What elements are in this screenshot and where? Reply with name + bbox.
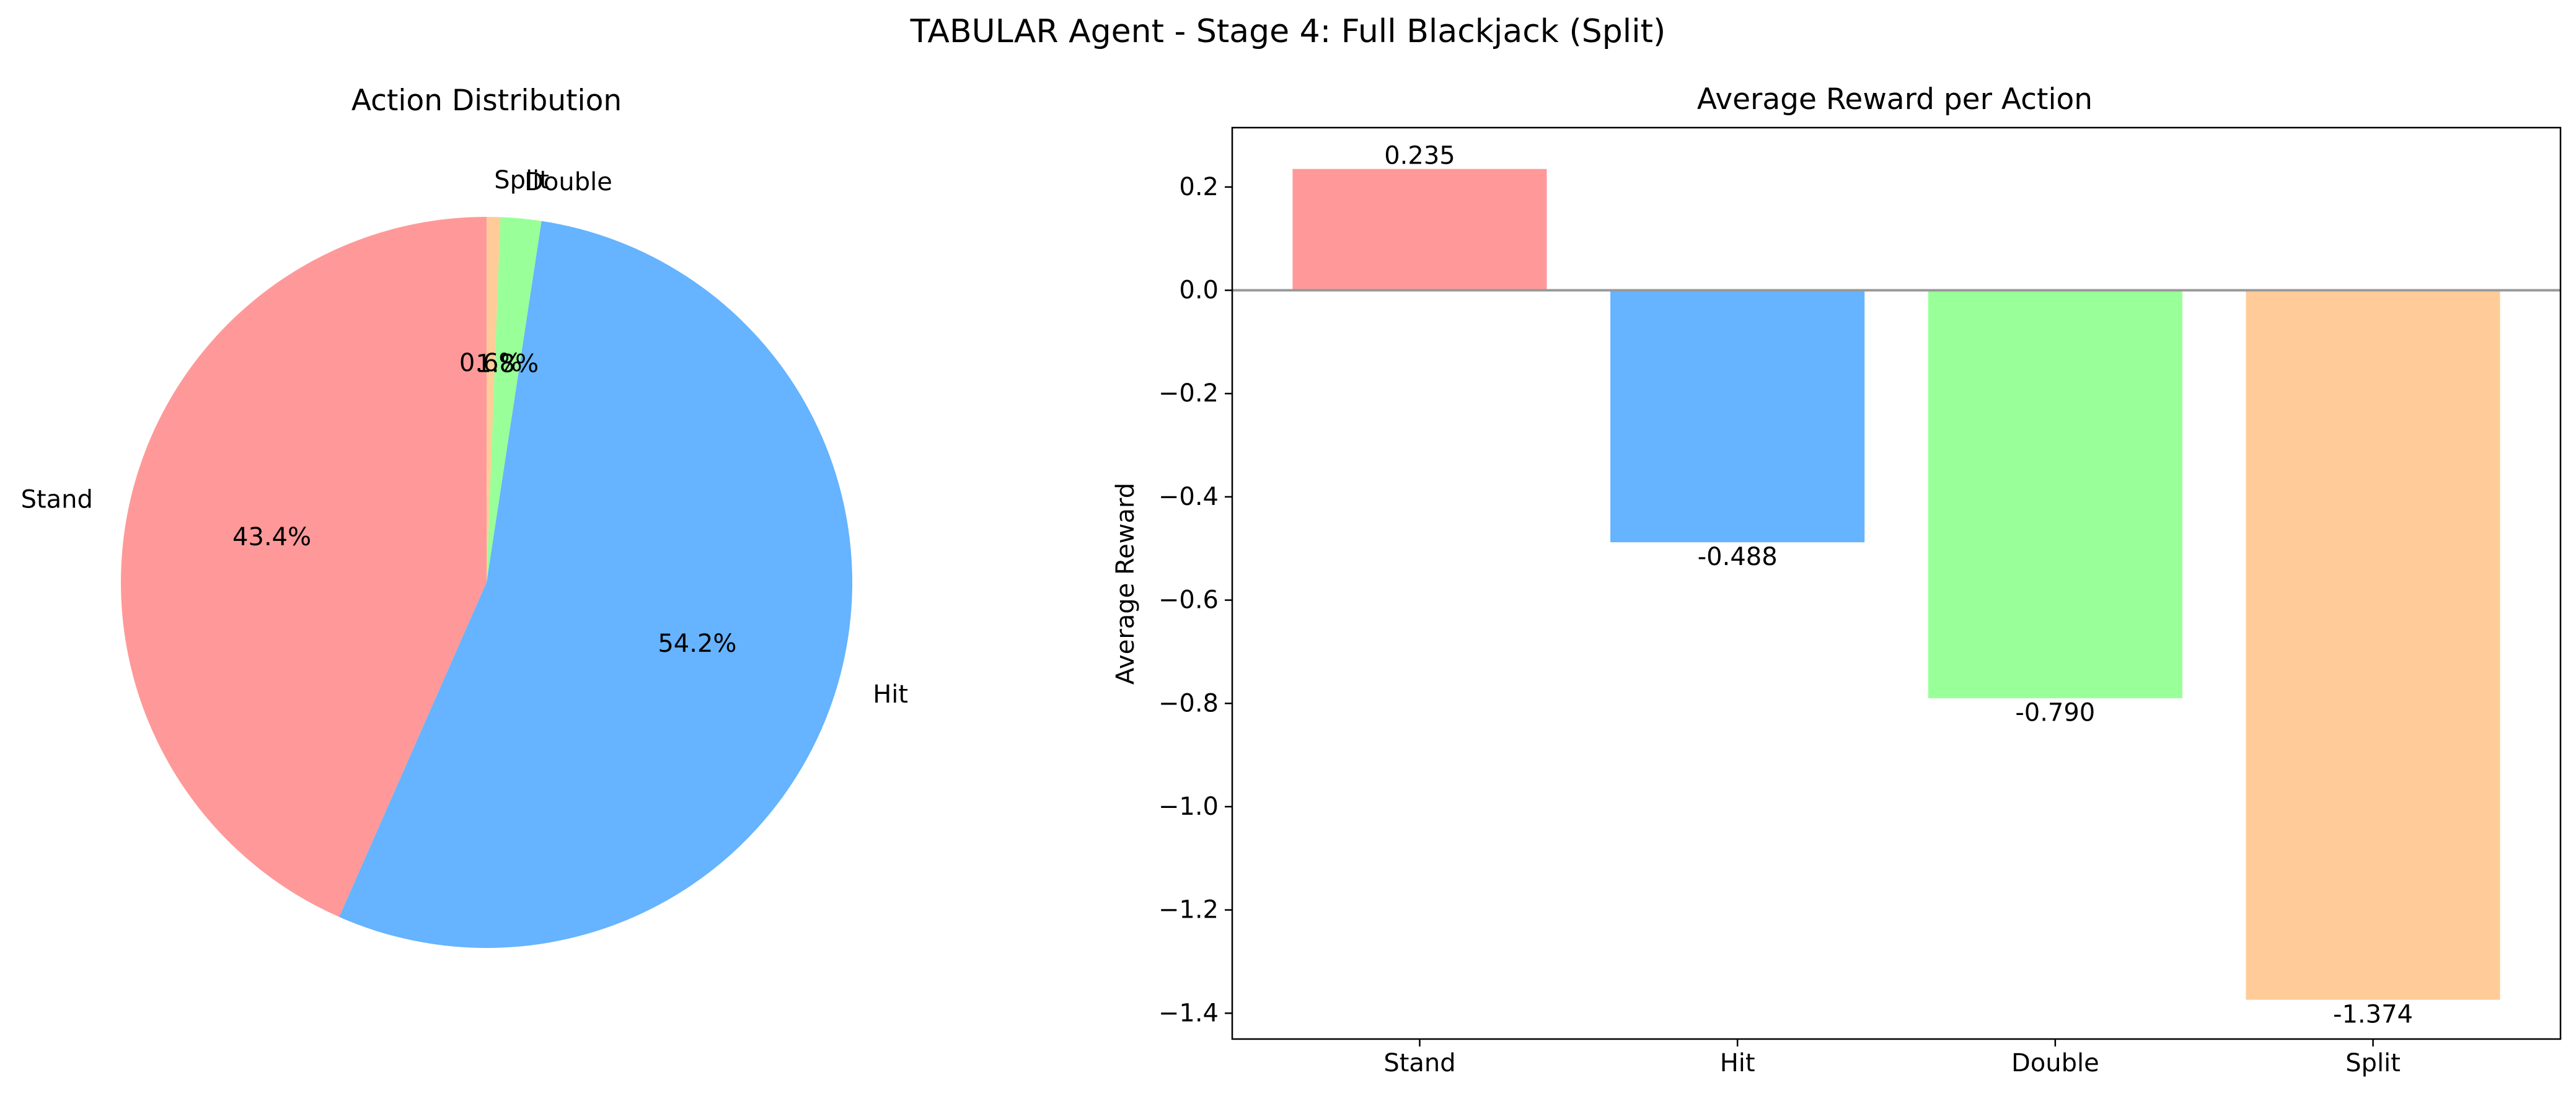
pie-pct-double: 1.8%: [475, 350, 539, 379]
pie-label-stand: Stand: [21, 485, 93, 514]
bar-split: [2246, 290, 2500, 1000]
x-tick-label-double: Double: [2011, 1049, 2099, 1077]
pie-slice-double: [487, 217, 542, 582]
bar-chart-axes: [1231, 126, 2562, 1040]
y-tick-label: −1.4: [1158, 999, 1219, 1027]
pie-chart: Action Distribution Stand 43.4% Hit 54.2% Do…: [21, 84, 909, 949]
y-tick-label: −0.8: [1158, 689, 1219, 717]
bar-chart-value-labels: 0.235 -0.488 -0.790 -1.374: [1384, 142, 2413, 1029]
x-tick-label-stand: Stand: [1383, 1049, 1455, 1077]
pie-labels: Stand 43.4% Hit 54.2% Double 1.8% Split 0.6%: [21, 166, 909, 709]
y-tick-label: 0.2: [1179, 173, 1219, 201]
pie-slices: [121, 217, 853, 949]
bar-chart-y-ticks: 0.2 0.0 −0.2 −0.4 −0.6 −0.8 −1.0 −1.2 −1.4: [1158, 173, 1232, 1027]
y-tick-label: −1.2: [1158, 896, 1219, 924]
pie-label-split: Split: [494, 166, 549, 195]
y-tick-label: −0.6: [1158, 586, 1219, 615]
bar-value-label-split: -1.374: [2333, 1000, 2413, 1029]
bar-chart-frame: [1231, 126, 2562, 1040]
y-tick-label: −1.0: [1158, 792, 1219, 821]
y-tick-label: −0.4: [1158, 483, 1219, 511]
bar-chart-title: Average Reward per Action: [1697, 82, 2093, 116]
x-tick-label-split: Split: [2345, 1049, 2401, 1077]
pie-pct-split: 0.6%: [459, 349, 523, 377]
bar-double: [1928, 290, 2182, 698]
bar-value-label-double: -0.790: [2015, 699, 2095, 727]
pie-slice-stand: [121, 217, 487, 917]
figure-suptitle: TABULAR Agent - Stage 4: Full Blackjack …: [910, 13, 1666, 50]
pie-label-hit: Hit: [873, 680, 908, 709]
bar-hit: [1610, 290, 1865, 543]
pie-pct-hit: 54.2%: [658, 629, 736, 658]
pie-slice-hit: [339, 221, 853, 949]
pie-label-double: Double: [524, 168, 612, 196]
bar-chart: Average Reward per Action Average Reward…: [1111, 82, 2562, 1077]
bar-value-label-stand: 0.235: [1384, 142, 1455, 170]
pie-slice-split: [487, 217, 501, 582]
pie-pct-stand: 43.4%: [232, 523, 311, 551]
pie-chart-title: Action Distribution: [351, 84, 622, 118]
bar-stand: [1292, 169, 1547, 291]
bar-chart-y-axis-label: Average Reward: [1111, 483, 1140, 685]
bar-chart-x-ticks: Stand Hit Double Split: [1383, 1039, 2401, 1077]
bar-chart-bars: [1292, 169, 2500, 1000]
bar-value-label-hit: -0.488: [1698, 543, 1778, 571]
x-tick-label-hit: Hit: [1720, 1049, 1755, 1077]
y-tick-label: −0.2: [1158, 379, 1219, 408]
y-tick-label: 0.0: [1179, 276, 1219, 305]
